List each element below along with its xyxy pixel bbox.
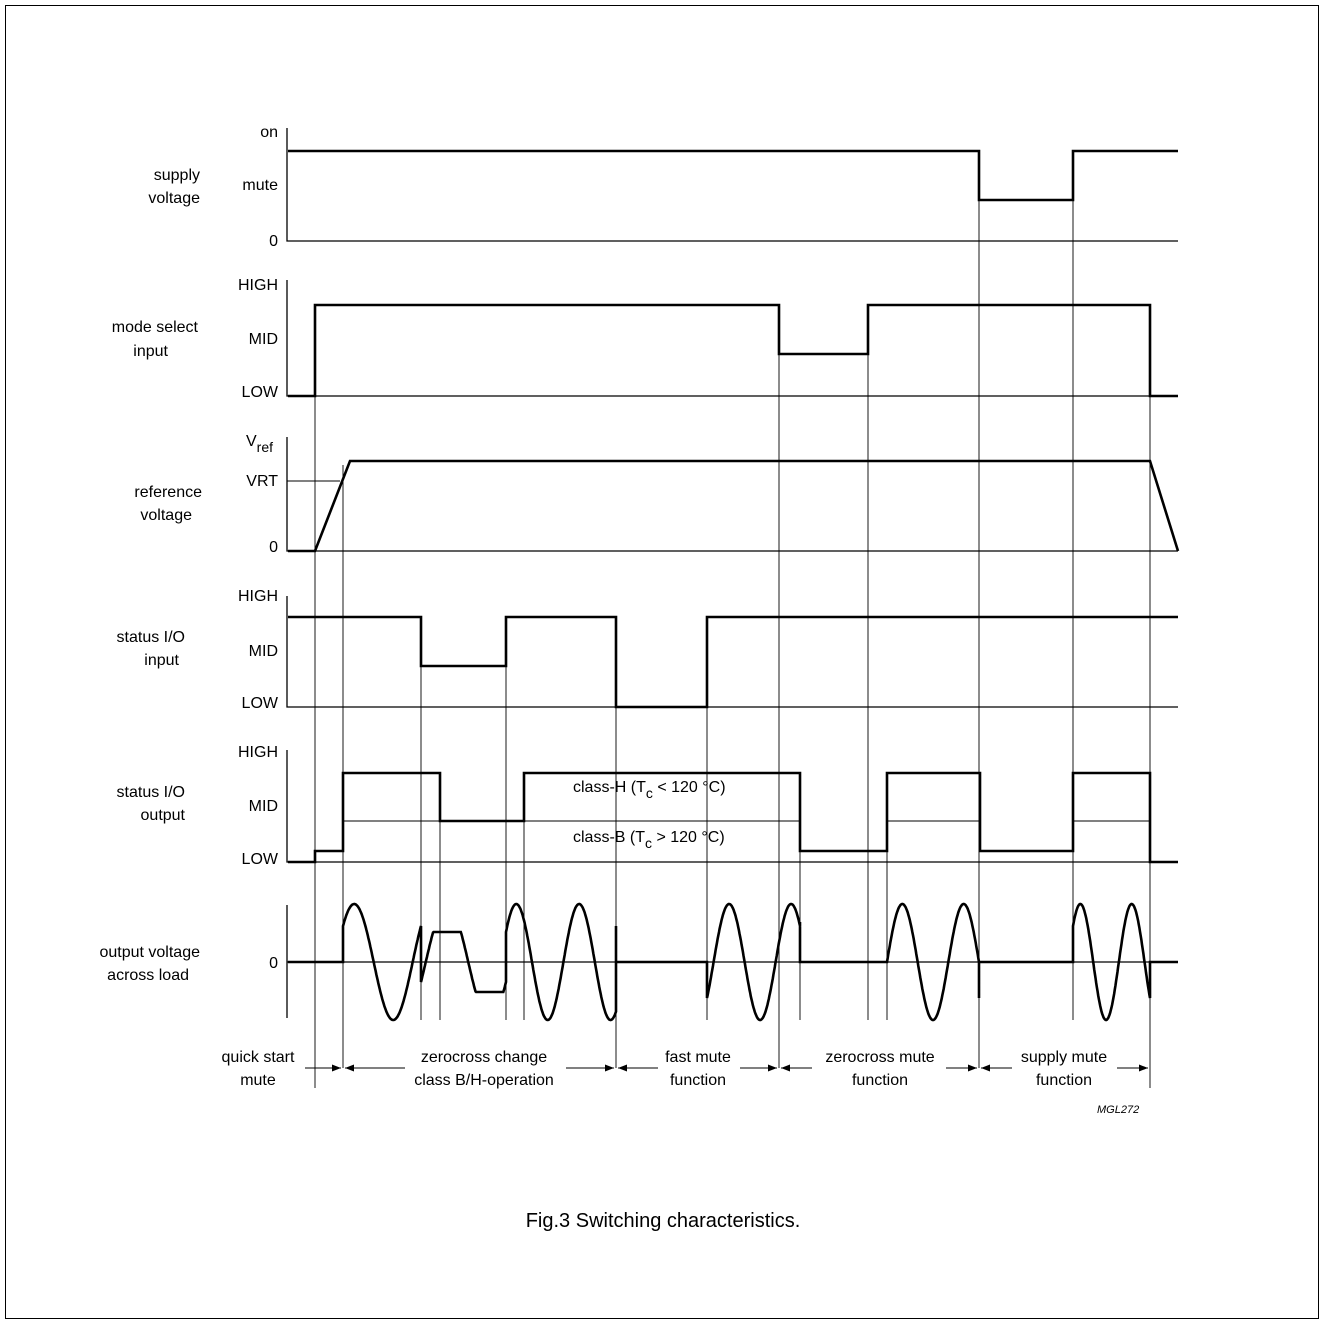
arrowhead-right-p1 [332, 1064, 341, 1072]
ref-axis [286, 437, 1178, 552]
phase-fast-mute: fast mute function [665, 1049, 731, 1089]
phase-3-line2: function [670, 1072, 726, 1089]
row-mode-select-input: mode select input HIGH MID LOW [112, 277, 1178, 401]
status-input-label-line1: status I/O [117, 629, 185, 646]
mode-level-high: HIGH [238, 277, 278, 294]
mode-select-trace [288, 303, 1178, 398]
mode-level-low: LOW [242, 384, 279, 401]
mode-level-mid: MID [249, 331, 278, 348]
status-input-trace [288, 615, 1178, 709]
supply-voltage-label-line1: supply [154, 167, 200, 184]
status-output-label-line1: status I/O [117, 784, 185, 801]
status-output-level-low: LOW [242, 851, 279, 868]
phase-2-line1: zerocross change [421, 1049, 547, 1066]
reference-voltage-trace [288, 459, 1180, 553]
figure-frame [5, 5, 1319, 1319]
class-b-annotation: class-B (Tc > 120 °C) [573, 829, 725, 851]
class-h-annotation: class-H (Tc < 120 °C) [573, 779, 726, 801]
phase-quick-start-mute: quick start mute [222, 1049, 295, 1089]
output-voltage-label-line2: across load [107, 967, 189, 984]
ref-level-vrt: VRT [246, 473, 278, 490]
reference-voltage-label-line2: voltage [140, 507, 192, 524]
arrowhead-left-p2a [345, 1064, 354, 1072]
arrowhead-right-p4b [968, 1064, 977, 1072]
status-input-label-line2: input [144, 652, 179, 669]
supply-level-on: on [260, 124, 278, 141]
row-output-voltage: output voltage across load 0 [99, 902, 1178, 1022]
phase-zerocross-change: zerocross change class B/H-operation [414, 1049, 554, 1089]
phase-zerocross-mute: zerocross mute function [825, 1049, 934, 1089]
mode-select-label-line2: input [133, 343, 168, 360]
row-supply-voltage: supply voltage on mute 0 [148, 124, 1178, 250]
reference-voltage-label-line1: reference [134, 484, 202, 501]
arrowhead-right-p3b [768, 1064, 777, 1072]
transition-guide-lines [314, 151, 1151, 1088]
phase-1-line1: quick start [222, 1049, 295, 1066]
supply-level-mute: mute [242, 177, 278, 194]
figure-caption: Fig.3 Switching characteristics. [526, 1210, 801, 1232]
status-output-trace [288, 771, 1178, 864]
row-reference-voltage: reference voltage Vref VRT 0 [134, 433, 1180, 556]
supply-level-zero: 0 [269, 233, 278, 250]
status-output-label-line2: output [141, 807, 186, 824]
phase-5-line2: function [1036, 1072, 1092, 1089]
supply-voltage-trace [288, 149, 1178, 202]
arrowhead-right-p2b [605, 1064, 614, 1072]
figure-code: MGL272 [1097, 1104, 1139, 1116]
phase-4-line2: function [852, 1072, 908, 1089]
output-voltage-label-line1: output voltage [99, 944, 200, 961]
status-output-level-mid: MID [249, 798, 278, 815]
phase-supply-mute: supply mute function [1021, 1049, 1107, 1089]
row-status-io-output: status I/O output HIGH MID LOW class-H (… [117, 744, 1178, 868]
arrowhead-left-p3a [618, 1064, 627, 1072]
ref-level-zero: 0 [269, 539, 278, 556]
phase-5-line1: supply mute [1021, 1049, 1107, 1066]
output-voltage-waveform [288, 902, 1178, 1022]
phase-3-line1: fast mute [665, 1049, 731, 1066]
arrowhead-left-p4a [781, 1064, 790, 1072]
status-input-axis [286, 596, 1178, 708]
arrowhead-left-p5a [981, 1064, 990, 1072]
mode-select-label-line1: mode select [112, 319, 199, 336]
supply-voltage-label-line2: voltage [148, 190, 200, 207]
status-output-level-high: HIGH [238, 744, 278, 761]
phase-labels: quick start mute zerocross change class … [222, 1049, 1148, 1089]
phase-1-line2: mute [240, 1072, 276, 1089]
arrowhead-right-p5b [1139, 1064, 1148, 1072]
mode-axis [286, 280, 1178, 397]
status-output-axis [286, 750, 1178, 863]
status-input-level-high: HIGH [238, 588, 278, 605]
output-level-zero: 0 [269, 955, 278, 972]
row-status-io-input: status I/O input HIGH MID LOW [117, 588, 1178, 712]
status-input-level-mid: MID [249, 643, 278, 660]
supply-axis [286, 128, 1178, 242]
phase-4-line1: zerocross mute [825, 1049, 934, 1066]
status-input-level-low: LOW [242, 695, 279, 712]
phase-arrows [305, 1064, 1148, 1072]
phase-2-line2: class B/H-operation [414, 1072, 554, 1089]
ref-level-vref: Vref [246, 433, 273, 455]
